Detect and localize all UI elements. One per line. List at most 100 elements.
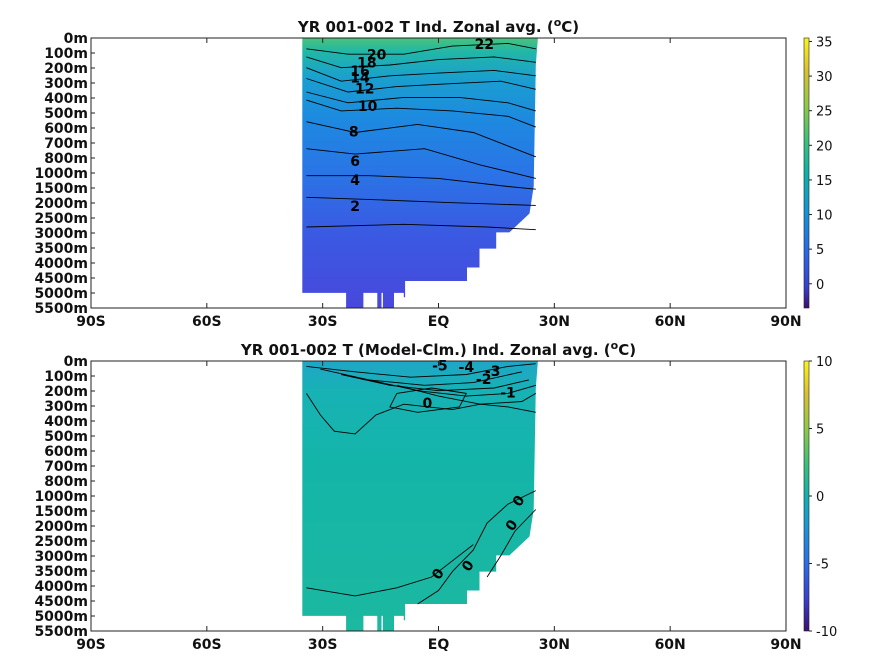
x-tick-label: 30N <box>539 314 570 330</box>
contour-line <box>306 121 536 158</box>
y-tick-label: 800m <box>44 474 88 490</box>
y-tick-label: 1000m <box>34 489 88 505</box>
y-tick-label: 2000m <box>34 196 88 212</box>
contour-line <box>306 99 536 128</box>
contour-label: 8 <box>349 125 359 141</box>
colorbar-tick-label: -10 <box>816 625 837 640</box>
y-tick-label: 800m <box>44 151 88 167</box>
colorbar-tick-label: 35 <box>816 35 833 50</box>
colorbar-tick-label: -5 <box>816 558 829 573</box>
contour-label: -3 <box>485 364 501 380</box>
x-tick-label: 90S <box>76 314 106 330</box>
y-tick-label: 2500m <box>34 211 88 227</box>
y-tick-label: 2500m <box>34 534 88 550</box>
y-tick-label: 700m <box>44 459 88 475</box>
contour-line <box>486 509 537 578</box>
y-tick-label: 600m <box>44 444 88 460</box>
contour-label: -4 <box>459 360 475 376</box>
x-tick-label: 60N <box>655 637 686 653</box>
contour-label: -5 <box>432 358 448 374</box>
contour-lines <box>306 42 536 231</box>
x-tick-label: 30S <box>308 314 338 330</box>
contour-line <box>306 393 536 435</box>
colorbar-tick-label: 10 <box>816 209 833 224</box>
y-tick-label: 500m <box>44 429 88 445</box>
x-tick-label: 60S <box>192 637 222 653</box>
contour-line <box>306 42 536 55</box>
x-tick-label: 60S <box>192 314 222 330</box>
y-tick-label: 1500m <box>34 181 88 197</box>
y-tick-label: 3500m <box>34 564 88 580</box>
contour-label: 16 <box>350 64 369 80</box>
contour-label: 6 <box>350 154 360 170</box>
contour-lines <box>306 363 537 605</box>
y-tick-label: 2000m <box>34 519 88 535</box>
y-tick-label: 3500m <box>34 241 88 257</box>
contour-line <box>320 368 522 386</box>
y-tick-label: 200m <box>44 384 88 400</box>
contour-label: 4 <box>350 173 360 189</box>
colorbar-tick-label: 25 <box>816 105 833 120</box>
y-tick-label: 4500m <box>34 271 88 287</box>
contour-line <box>306 91 536 112</box>
colorbar-tick-label: 0 <box>816 278 824 293</box>
contour-label: 22 <box>475 37 494 53</box>
colorbar-tick-label: 15 <box>816 174 833 189</box>
contour-label: 18 <box>357 56 376 72</box>
y-tick-label: 400m <box>44 414 88 430</box>
y-tick-label: 5000m <box>34 609 88 625</box>
contour-label: 14 <box>350 71 370 87</box>
y-tick-label: 600m <box>44 121 88 137</box>
contour-label: 12 <box>355 81 374 97</box>
contour-label: 10 <box>358 99 378 115</box>
contour-line <box>306 78 536 93</box>
contour-label: -1 <box>500 385 516 401</box>
contour-line <box>341 374 530 392</box>
x-tick-label: 90N <box>770 637 801 653</box>
colorbar-tick-label: 20 <box>816 139 833 154</box>
contour-line <box>306 544 474 597</box>
x-tick-label: EQ <box>428 314 450 330</box>
y-tick-label: 4000m <box>34 579 88 595</box>
y-tick-label: 3000m <box>34 549 88 565</box>
contour-line <box>306 56 536 69</box>
temperature-field <box>302 38 538 308</box>
y-tick-label: 4500m <box>34 594 88 610</box>
y-tick-label: 100m <box>44 369 88 385</box>
chart-title: YR 001-002 T Ind. Zonal avg. (oC) <box>297 16 579 36</box>
contour-line <box>368 379 536 397</box>
contour-label: 20 <box>367 48 387 64</box>
x-tick-label: 30S <box>308 637 338 653</box>
x-tick-label: 90S <box>76 637 106 653</box>
colorbar: 10 5 0 -5 -10 <box>803 355 837 640</box>
panel-1: YR 001-002 T Ind. Zonal avg. (oC)2220181… <box>34 16 832 330</box>
colorbar-tick-label: 5 <box>816 243 824 258</box>
colorbar-gradient <box>803 360 810 632</box>
y-tick-label: 500m <box>44 106 88 122</box>
y-tick-label: 1500m <box>34 504 88 520</box>
y-tick-label: 100m <box>44 46 88 62</box>
x-tick-label: 30N <box>539 637 570 653</box>
contour-label: 2 <box>350 199 360 215</box>
y-tick-label: 300m <box>44 76 88 92</box>
panel-2: YR 001-002 T (Model-Clm.) Ind. Zonal avg… <box>34 339 837 653</box>
y-tick-label: 5000m <box>34 286 88 302</box>
y-tick-label: 1000m <box>34 166 88 182</box>
contour-line <box>306 223 536 231</box>
colorbar-tick-label: 5 <box>816 423 824 438</box>
x-tick-label: EQ <box>428 637 450 653</box>
y-tick-label: 200m <box>44 61 88 77</box>
y-tick-label: 4000m <box>34 256 88 272</box>
y-tick-label: 3000m <box>34 226 88 242</box>
y-tick-label: 0m <box>64 31 88 47</box>
chart-title: YR 001-002 T (Model-Clm.) Ind. Zonal avg… <box>240 339 636 359</box>
colorbar-tick-label: 30 <box>816 70 833 85</box>
y-tick-label: 400m <box>44 91 88 107</box>
colorbar-tick-label: 0 <box>816 490 824 505</box>
y-tick-label: 700m <box>44 136 88 152</box>
x-tick-label: 90N <box>770 314 801 330</box>
x-tick-label: 60N <box>655 314 686 330</box>
contour-line <box>306 363 536 378</box>
contour-line <box>389 387 467 413</box>
